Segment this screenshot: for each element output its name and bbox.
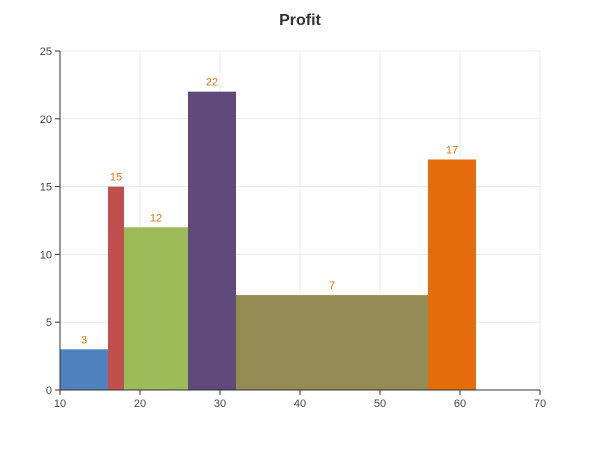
- bar-value-label: 7: [329, 280, 335, 292]
- bar-value-label: 3: [81, 334, 87, 346]
- y-tick-label: 15: [40, 182, 52, 194]
- bar-value-label: 22: [206, 77, 218, 89]
- bar-value-label: 12: [150, 212, 162, 224]
- y-tick-label: 10: [40, 249, 52, 261]
- bar: [124, 227, 188, 390]
- data-labels: 3 15 12 22 7 17: [81, 77, 458, 347]
- bar-value-label: 17: [446, 144, 458, 156]
- bar: [236, 295, 428, 390]
- chart-title: Profit: [279, 12, 321, 29]
- x-tick-label: 50: [374, 398, 386, 410]
- x-tick-label: 70: [534, 398, 546, 410]
- y-tick-label: 20: [40, 114, 52, 126]
- bar-value-label: 15: [110, 172, 122, 184]
- bar: [60, 349, 108, 390]
- x-tick-label: 20: [134, 398, 146, 410]
- bar: [108, 186, 124, 390]
- y-tick-label: 0: [46, 385, 52, 397]
- x-tick-label: 60: [454, 398, 466, 410]
- bar: [428, 159, 476, 390]
- x-tick-label: 10: [54, 398, 66, 410]
- x-tick-label: 40: [294, 398, 306, 410]
- axes: 0 5 10 15 20 25 10 20 30 40 50 60 70: [40, 46, 546, 410]
- bar: [188, 91, 236, 391]
- bars: [60, 91, 476, 391]
- x-tick-label: 30: [214, 398, 226, 410]
- y-tick-label: 5: [46, 317, 52, 329]
- y-tick-label: 25: [40, 46, 52, 58]
